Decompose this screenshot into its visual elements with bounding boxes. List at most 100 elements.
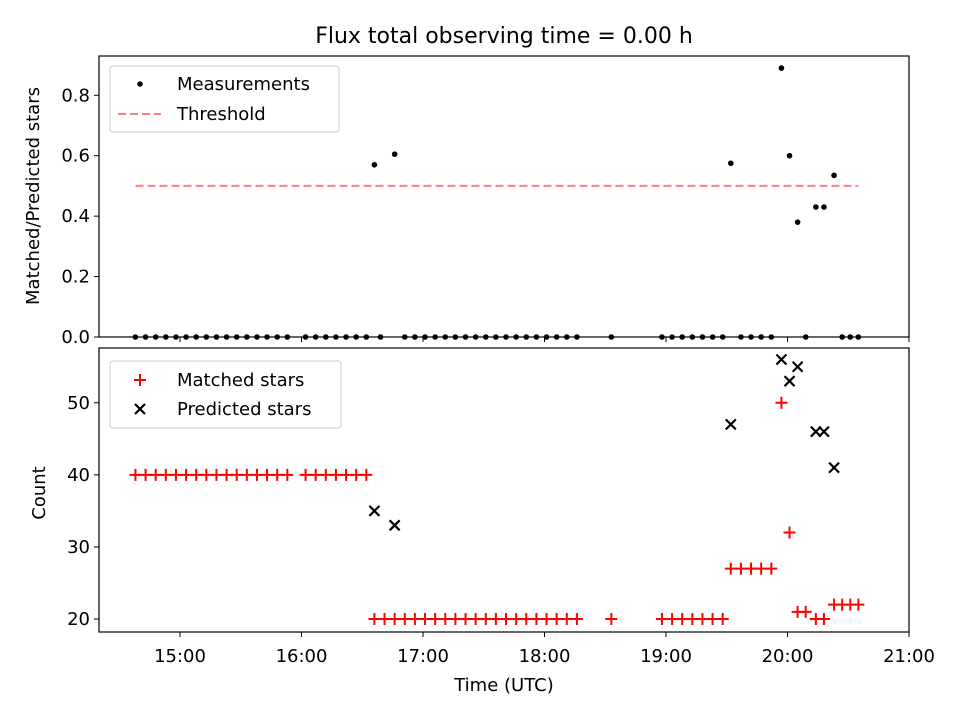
legend-predicted-label: Predicted stars <box>177 399 311 420</box>
top-legend: Measurements Threshold <box>109 65 340 133</box>
measurement-point <box>813 204 819 210</box>
legend-matched-label: Matched stars <box>177 370 304 391</box>
predicted-star-point <box>725 418 737 431</box>
matched-star-point <box>459 613 472 626</box>
matched-star-point <box>755 562 768 575</box>
top-plot-frame <box>98 55 910 338</box>
matched-star-point <box>724 562 737 575</box>
bottom-y-tick-label: 40 <box>67 465 90 486</box>
matched-star-point <box>149 468 162 481</box>
matched-star-point <box>309 468 322 481</box>
matched-star-point <box>159 468 172 481</box>
bottom-plot-marks <box>129 353 865 626</box>
matched-star-point <box>469 613 482 626</box>
predicted-star-point <box>791 360 804 373</box>
legend-predicted-marker <box>134 403 146 415</box>
matched-star-point <box>240 468 253 481</box>
matched-star-point <box>540 613 553 626</box>
matched-star-point <box>261 468 274 481</box>
matched-star-point <box>716 613 729 626</box>
x-tick-label: 16:00 <box>276 646 328 667</box>
matched-star-point <box>220 468 233 481</box>
measurement-point <box>728 160 734 167</box>
legend-measurements-marker <box>137 81 143 87</box>
bottom-legend-box <box>109 360 342 429</box>
matched-star-point <box>180 468 193 481</box>
matched-star-point <box>408 613 421 626</box>
matched-star-point <box>360 468 373 481</box>
chart-title: Flux total observing time = 0.00 h <box>315 24 693 49</box>
matched-star-point <box>129 468 142 481</box>
predicted-star-point <box>775 353 788 366</box>
matched-star-point <box>479 613 492 626</box>
top-y-tick-label: 0.0 <box>61 327 90 348</box>
predicted-star-point <box>388 519 401 532</box>
matched-star-point <box>449 613 462 626</box>
matched-star-point <box>190 468 203 481</box>
measurement-point <box>831 172 837 179</box>
bottom-legend: Matched stars Predicted stars <box>109 360 342 429</box>
matched-star-point <box>783 526 796 539</box>
top-axes: 0.0 0.2 0.4 0.6 0.8 <box>61 85 910 348</box>
measurement-point <box>371 161 378 168</box>
x-tick-label: 21:00 <box>883 646 935 667</box>
matched-star-point <box>250 468 263 481</box>
legend-measurements-label: Measurements <box>177 74 310 95</box>
x-tick-label: 15:00 <box>154 646 206 667</box>
matched-star-point <box>350 468 363 481</box>
bottom-axes: 15:00 16:00 17:00 18:00 19:00 20:00 21:00 20 30 4… <box>67 393 935 667</box>
bottom-y-axis-label: Count <box>29 466 50 519</box>
matched-star-point <box>706 613 719 626</box>
measurement-point <box>794 219 801 225</box>
matched-star-point <box>398 613 411 626</box>
matched-star-point <box>655 613 668 626</box>
matched-star-point <box>368 613 381 626</box>
matched-star-point <box>319 468 332 481</box>
matched-star-point <box>817 613 830 626</box>
x-tick-label: 17:00 <box>397 646 449 667</box>
bottom-panel: Count Time (UTC) 15:00 16:00 17:00 18:00 19:… <box>29 347 935 696</box>
matched-star-point <box>560 613 573 626</box>
predicted-star-point <box>818 425 830 438</box>
matched-star-point <box>388 613 401 626</box>
matched-star-point <box>139 468 152 481</box>
matched-star-point <box>419 613 432 626</box>
bottom-y-tick-label: 30 <box>67 537 90 558</box>
matched-star-point <box>550 613 563 626</box>
matched-star-point <box>329 468 342 481</box>
matched-star-point <box>200 468 213 481</box>
legend-threshold-label: Threshold <box>176 104 266 125</box>
matched-star-point <box>666 613 679 626</box>
measurement-point <box>778 65 785 71</box>
x-tick-label: 20:00 <box>762 646 814 667</box>
matched-star-point <box>765 562 778 575</box>
matched-star-point <box>745 562 758 575</box>
matched-star-point <box>510 613 523 626</box>
bottom-plot-frame <box>98 347 910 633</box>
top-panel: Matched/Predicted stars 0.00.20.40.60.8 … <box>23 55 910 348</box>
matched-star-point <box>429 613 442 626</box>
matched-star-point <box>605 613 618 626</box>
matched-star-point <box>799 605 812 618</box>
matched-star-point <box>686 613 699 626</box>
top-legend-box <box>109 65 340 133</box>
predicted-star-point <box>783 375 796 387</box>
matched-star-point <box>271 468 284 481</box>
matched-star-point <box>378 613 391 626</box>
matched-star-point <box>340 468 353 481</box>
bottom-y-tick-label: 50 <box>67 393 90 414</box>
matched-star-point <box>439 613 452 626</box>
top-y-tick-label: 0.6 <box>61 146 90 167</box>
top-y-axis-label: Matched/Predicted stars <box>23 87 44 305</box>
legend-matched-marker <box>134 374 146 386</box>
matched-star-point <box>500 613 513 626</box>
x-tick-label: 18:00 <box>519 646 571 667</box>
top-y-tick-label: 0.8 <box>61 85 90 106</box>
matched-star-point <box>520 613 533 626</box>
matched-star-point <box>676 613 689 626</box>
measurement-point <box>786 152 793 159</box>
predicted-star-point <box>828 461 840 474</box>
measurement-point <box>391 151 398 157</box>
matched-star-point <box>696 613 709 626</box>
